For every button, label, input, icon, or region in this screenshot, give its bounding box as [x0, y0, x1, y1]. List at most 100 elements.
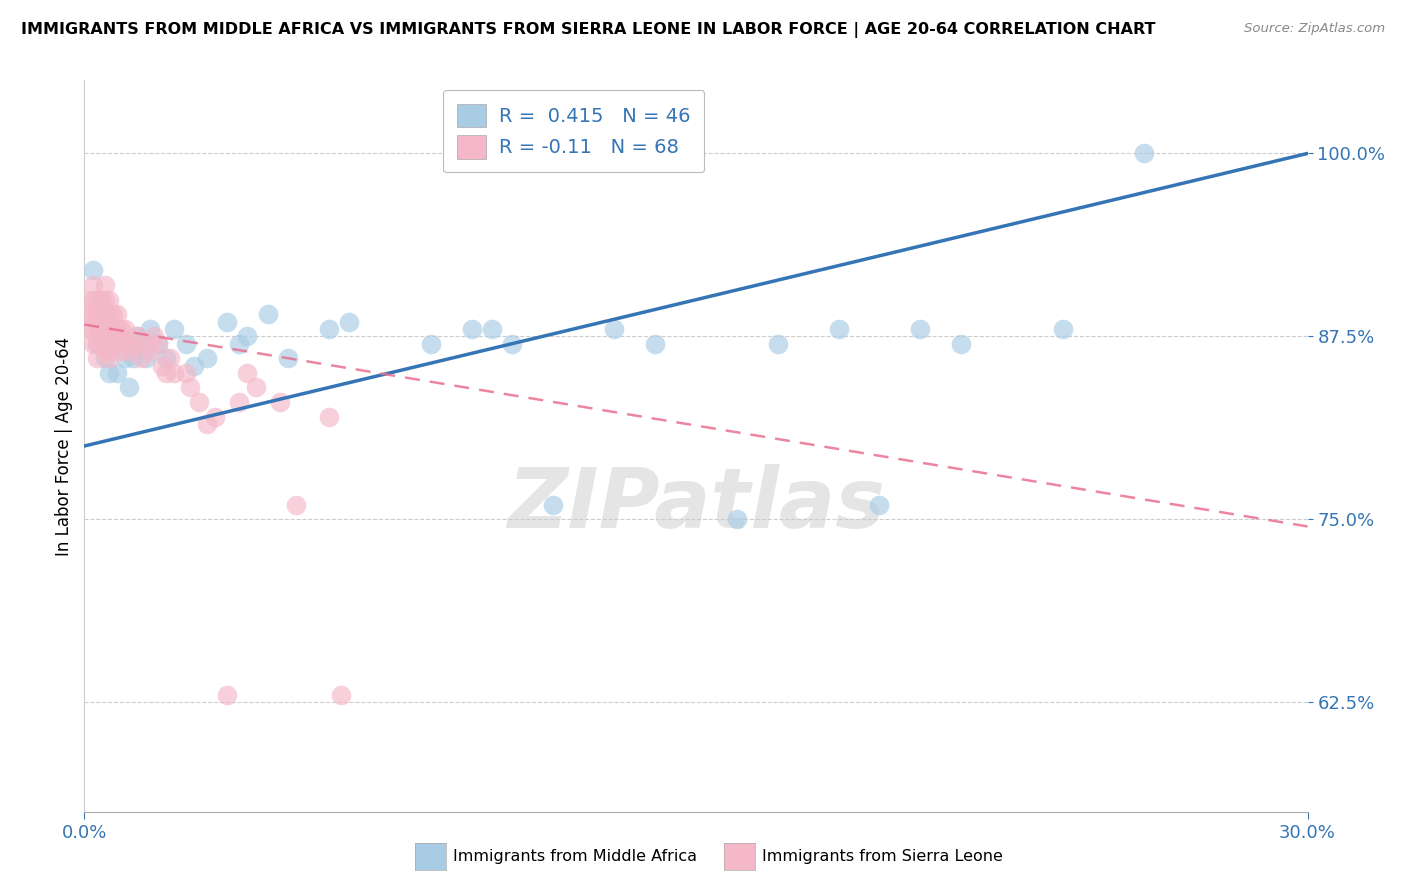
Point [93, 278, 115, 293]
Point [195, 417, 218, 431]
Point [131, 336, 153, 351]
Point [101, 322, 124, 336]
Point [101, 322, 124, 336]
Point [481, 322, 503, 336]
Point [1133, 146, 1156, 161]
Point [603, 322, 626, 336]
Point [159, 351, 181, 366]
Point [146, 336, 169, 351]
Point [97, 336, 120, 351]
Point [82, 322, 104, 336]
Point [127, 329, 149, 343]
Point [135, 351, 157, 366]
Point [110, 343, 132, 358]
Point [86, 307, 108, 321]
Point [138, 322, 160, 336]
Text: Immigrants from Sierra Leone: Immigrants from Sierra Leone [762, 849, 1002, 863]
Text: Immigrants from Middle Africa: Immigrants from Middle Africa [453, 849, 697, 863]
Point [97, 293, 120, 307]
Point [82, 336, 104, 351]
Point [77, 293, 100, 307]
Point [114, 351, 136, 366]
Point [118, 380, 141, 394]
Point [228, 395, 250, 409]
Point [277, 351, 299, 366]
Point [86, 315, 108, 329]
Point [245, 380, 267, 394]
Point [93, 307, 115, 321]
Point [97, 322, 120, 336]
Point [82, 263, 104, 277]
Point [339, 315, 360, 329]
Point [183, 359, 205, 373]
Point [97, 329, 120, 343]
Point [114, 336, 136, 351]
Point [97, 366, 120, 380]
Point [105, 366, 128, 380]
Point [110, 329, 132, 343]
Point [236, 366, 259, 380]
Point [135, 336, 157, 351]
Point [285, 498, 308, 512]
Point [174, 366, 197, 380]
Point [114, 322, 136, 336]
Point [122, 351, 145, 366]
Point [82, 307, 104, 321]
Point [228, 336, 250, 351]
Point [82, 293, 104, 307]
Point [97, 343, 120, 358]
Point [97, 351, 120, 366]
Point [146, 336, 169, 351]
Point [101, 336, 124, 351]
Point [93, 322, 115, 336]
Point [90, 293, 112, 307]
Point [77, 307, 100, 321]
Text: IMMIGRANTS FROM MIDDLE AFRICA VS IMMIGRANTS FROM SIERRA LEONE IN LABOR FORCE | A: IMMIGRANTS FROM MIDDLE AFRICA VS IMMIGRA… [21, 22, 1156, 38]
Point [127, 329, 149, 343]
Point [543, 498, 565, 512]
Point [142, 329, 165, 343]
Point [236, 329, 259, 343]
Point [110, 336, 132, 351]
Point [77, 322, 100, 336]
Point [101, 329, 124, 343]
Point [908, 322, 931, 336]
Point [318, 409, 340, 424]
Text: Source: ZipAtlas.com: Source: ZipAtlas.com [1244, 22, 1385, 36]
Point [93, 329, 115, 343]
Point [90, 322, 112, 336]
Point [97, 307, 120, 321]
Point [93, 293, 115, 307]
Point [90, 293, 112, 307]
Point [725, 512, 748, 526]
Point [138, 343, 160, 358]
Y-axis label: In Labor Force | Age 20-64: In Labor Force | Age 20-64 [55, 336, 73, 556]
Point [174, 336, 197, 351]
Point [318, 322, 340, 336]
Point [90, 307, 112, 321]
Point [1052, 322, 1074, 336]
Text: ZIPatlas: ZIPatlas [508, 464, 884, 545]
Point [827, 322, 849, 336]
Point [217, 315, 239, 329]
Point [110, 322, 132, 336]
Point [269, 395, 291, 409]
Point [330, 688, 353, 702]
Point [187, 395, 209, 409]
Point [217, 688, 239, 702]
Point [86, 351, 108, 366]
Point [105, 336, 128, 351]
Point [105, 322, 128, 336]
Point [420, 336, 443, 351]
Point [179, 380, 201, 394]
Point [86, 336, 108, 351]
Point [86, 293, 108, 307]
Point [869, 498, 891, 512]
Point [122, 336, 145, 351]
Point [461, 322, 484, 336]
Point [163, 322, 186, 336]
Point [257, 307, 280, 321]
Point [131, 351, 153, 366]
Point [93, 343, 115, 358]
Point [163, 366, 186, 380]
